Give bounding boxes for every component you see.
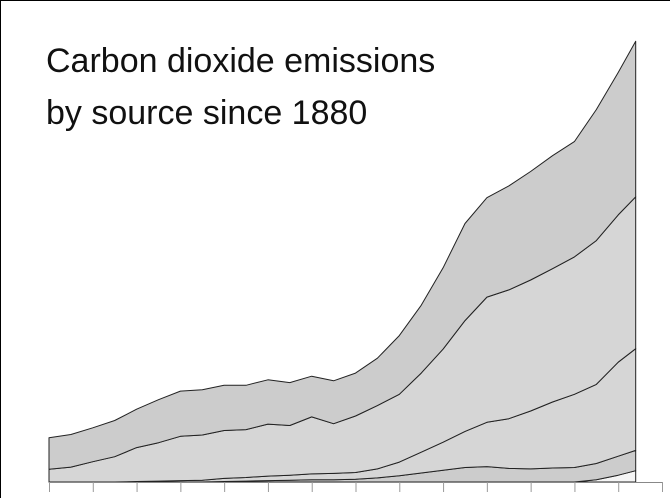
- chart-areas: [48, 40, 662, 483]
- x-axis-ticks: [49, 482, 663, 492]
- chart-title-line-1: Carbon dioxide emissions: [46, 42, 436, 80]
- chart-title-line-2: by source since 1880: [46, 94, 368, 132]
- area-series-5: [48, 40, 637, 470]
